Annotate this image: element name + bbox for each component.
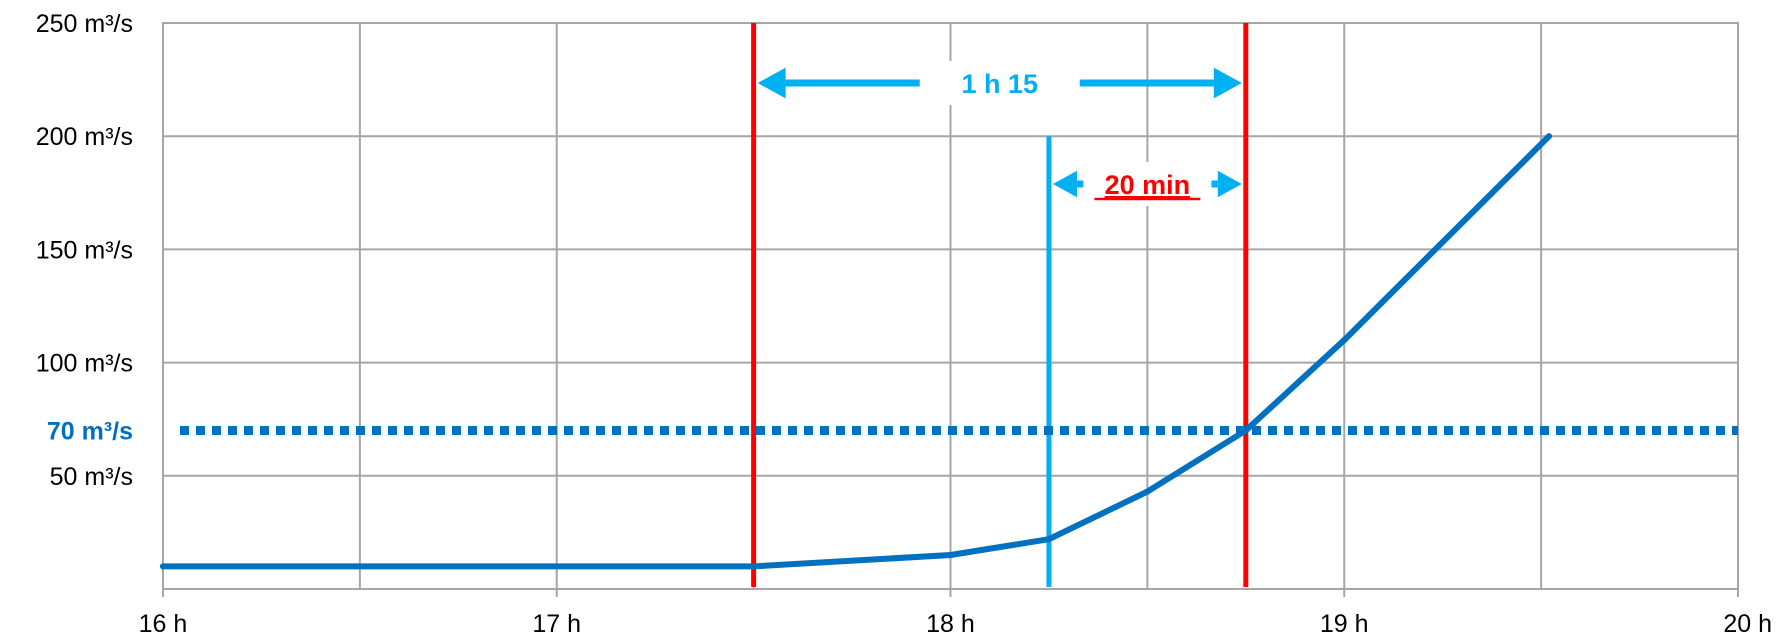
annotation-20min: 20 min xyxy=(1105,170,1191,200)
data-point xyxy=(750,563,757,570)
y-tick-label: 50 m³/s xyxy=(50,463,133,491)
data-point xyxy=(1341,336,1348,343)
marker-lines xyxy=(751,23,1249,587)
y-tick-label: 250 m³/s xyxy=(36,10,133,38)
data-point xyxy=(160,563,166,570)
data-point xyxy=(1144,488,1151,495)
tick-labels: 50 m³/s 100 m³/s 150 m³/s 200 m³/s 250 m³/s 7… xyxy=(36,10,1772,638)
arrow-20min-head-left xyxy=(1052,170,1077,198)
grid xyxy=(162,22,1739,597)
y-tick-label: 100 m³/s xyxy=(36,350,133,378)
data-point xyxy=(947,552,954,559)
x-tick-label: 16 h xyxy=(139,610,188,638)
x-tick-label: 17 h xyxy=(532,610,581,638)
arrow-1h15-head-right xyxy=(1213,67,1242,99)
y-tick-label: 150 m³/s xyxy=(36,236,133,264)
data-point xyxy=(1546,133,1552,140)
x-tick-label: 18 h xyxy=(926,610,975,638)
arrow-1h15-head-left xyxy=(757,67,786,99)
data-point xyxy=(1045,536,1052,543)
series-layer xyxy=(160,133,1552,570)
series-line xyxy=(160,133,1552,570)
annotation-1h15: 1 h 15 xyxy=(961,69,1038,99)
label-bg-1h15 xyxy=(919,61,1080,105)
x-tick-label: 20 h xyxy=(1723,610,1772,638)
y-tick-label: 200 m³/s xyxy=(36,123,133,151)
reference-label: 70 m³/s xyxy=(47,418,133,446)
data-point xyxy=(1242,427,1249,434)
arrow-20min-head-right xyxy=(1217,170,1242,198)
x-tick-label: 19 h xyxy=(1320,610,1369,638)
annotations: 1 h 15 20 min xyxy=(757,61,1242,206)
